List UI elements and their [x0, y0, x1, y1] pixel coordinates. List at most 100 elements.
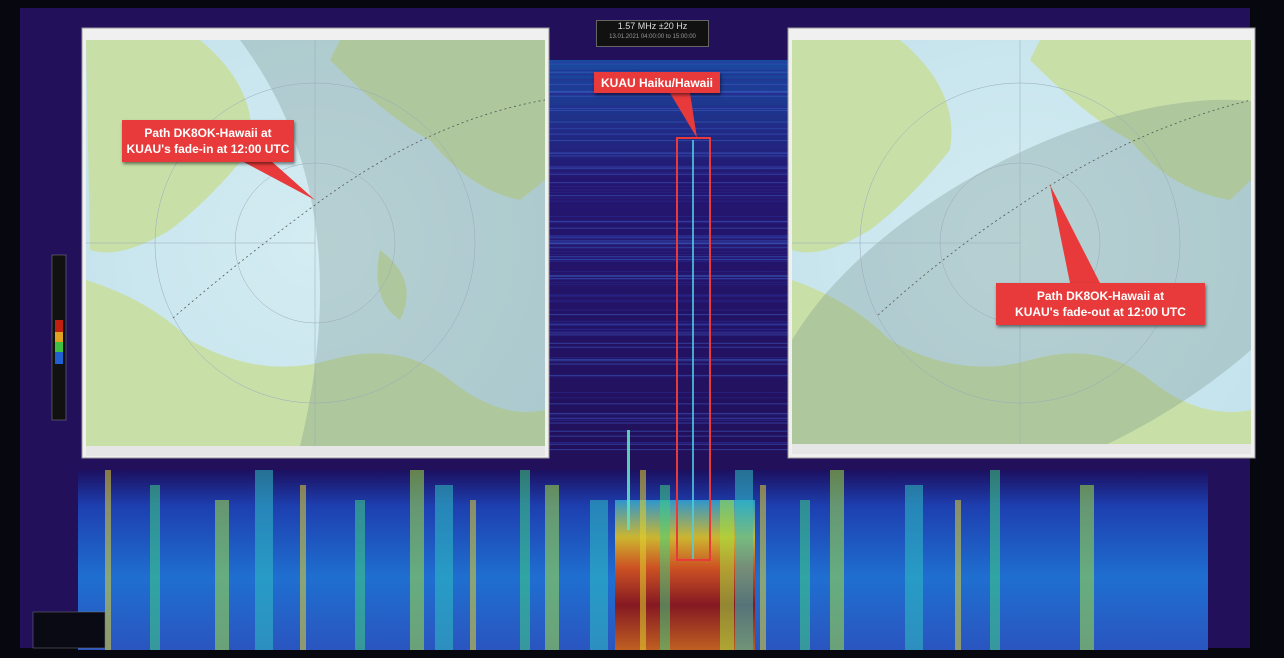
streak [215, 500, 229, 650]
streak [548, 363, 788, 365]
streak [548, 376, 788, 378]
streak [548, 271, 788, 273]
streak [548, 121, 788, 123]
streak [548, 449, 788, 451]
streak [548, 114, 788, 116]
streak [548, 294, 788, 296]
streak [548, 155, 788, 157]
streak [1080, 485, 1094, 650]
right-callout: Path DK8OK-Hawaii at KUAU's fade-out at … [996, 283, 1205, 325]
streak [548, 320, 788, 322]
streak [548, 278, 788, 280]
streak [590, 500, 608, 650]
streak [548, 422, 788, 424]
streak [548, 106, 788, 108]
streak [548, 420, 788, 422]
streak [548, 328, 788, 330]
streak [548, 414, 788, 416]
streak [548, 140, 788, 142]
streak [548, 284, 788, 286]
streak [548, 442, 788, 444]
streak [410, 470, 424, 650]
streak [548, 93, 788, 95]
streak [800, 500, 810, 650]
streak [548, 314, 788, 316]
streak [548, 133, 788, 135]
streak [548, 332, 788, 334]
streak [548, 309, 788, 311]
streak [548, 197, 788, 199]
streak [955, 500, 961, 650]
streak [548, 392, 788, 394]
left-callout: Path DK8OK-Hawaii at KUAU's fade-in at 1… [122, 120, 294, 162]
streak [548, 374, 788, 376]
streak [548, 275, 788, 277]
streak [548, 256, 788, 258]
streak [545, 485, 559, 650]
streak [548, 236, 788, 238]
callout-line: KUAU's fade-in at 12:00 UTC [126, 142, 290, 156]
streak [692, 140, 694, 560]
streak [548, 128, 788, 130]
streak [548, 257, 788, 259]
streak [548, 274, 788, 276]
streak [548, 167, 788, 169]
signal-callout: KUAU Haiku/Hawaii [594, 72, 720, 93]
streak [548, 430, 788, 432]
streak [548, 248, 788, 250]
callout-text: KUAU Haiku/Hawaii [600, 75, 714, 90]
streak [548, 259, 788, 261]
streak [548, 240, 788, 242]
streak [548, 281, 788, 283]
streak [548, 134, 788, 136]
callout-line: Path DK8OK-Hawaii at [1036, 289, 1165, 303]
streak [548, 253, 788, 255]
streak [548, 358, 788, 360]
streak [905, 485, 923, 650]
streak [105, 470, 111, 650]
streak [548, 192, 788, 194]
streak [548, 127, 788, 129]
streak [548, 221, 788, 223]
streak [548, 69, 788, 71]
streak [548, 243, 788, 245]
streak [548, 153, 788, 155]
streak [548, 152, 788, 154]
frequency-range: 1.57 MHz ±20 Hz [617, 21, 688, 31]
streak [830, 470, 844, 650]
streak [548, 417, 788, 419]
time-range: 13.01.2021 04:00:00 to 15:00:00 [609, 34, 696, 40]
streak [990, 470, 1000, 650]
streak [548, 94, 788, 96]
streak [548, 237, 788, 239]
streak [548, 246, 788, 248]
streak [300, 485, 306, 650]
signal-highlight [676, 137, 711, 561]
streak [548, 324, 788, 326]
streak [640, 470, 646, 650]
streak [548, 173, 788, 175]
streak [548, 260, 788, 262]
streak [548, 403, 788, 405]
streak [548, 330, 788, 332]
callout-line: KUAU's fade-out at 12:00 UTC [1015, 305, 1186, 319]
map-window-right [787, 27, 1256, 459]
streak [548, 251, 788, 253]
streak [548, 168, 788, 170]
streak [548, 299, 788, 301]
streak [735, 470, 753, 650]
streak [548, 62, 788, 64]
streak [150, 485, 160, 650]
streak [660, 485, 670, 650]
streak [548, 397, 788, 399]
streak [548, 130, 788, 132]
streak [548, 171, 788, 173]
streak [548, 418, 788, 420]
streak [520, 470, 530, 650]
streak [548, 323, 788, 325]
streak [548, 63, 788, 65]
streak [548, 278, 788, 280]
streak [548, 185, 788, 187]
streak [548, 294, 788, 296]
streak [548, 324, 788, 326]
